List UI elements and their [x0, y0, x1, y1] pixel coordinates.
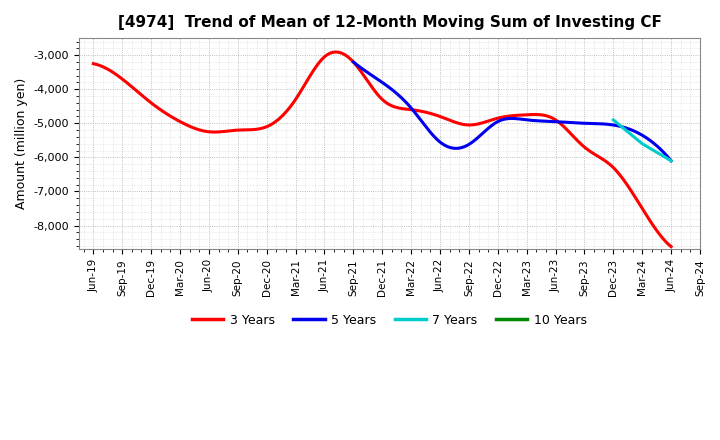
Legend: 3 Years, 5 Years, 7 Years, 10 Years: 3 Years, 5 Years, 7 Years, 10 Years: [187, 309, 592, 332]
Y-axis label: Amount (million yen): Amount (million yen): [15, 78, 28, 209]
Title: [4974]  Trend of Mean of 12-Month Moving Sum of Investing CF: [4974] Trend of Mean of 12-Month Moving …: [117, 15, 662, 30]
